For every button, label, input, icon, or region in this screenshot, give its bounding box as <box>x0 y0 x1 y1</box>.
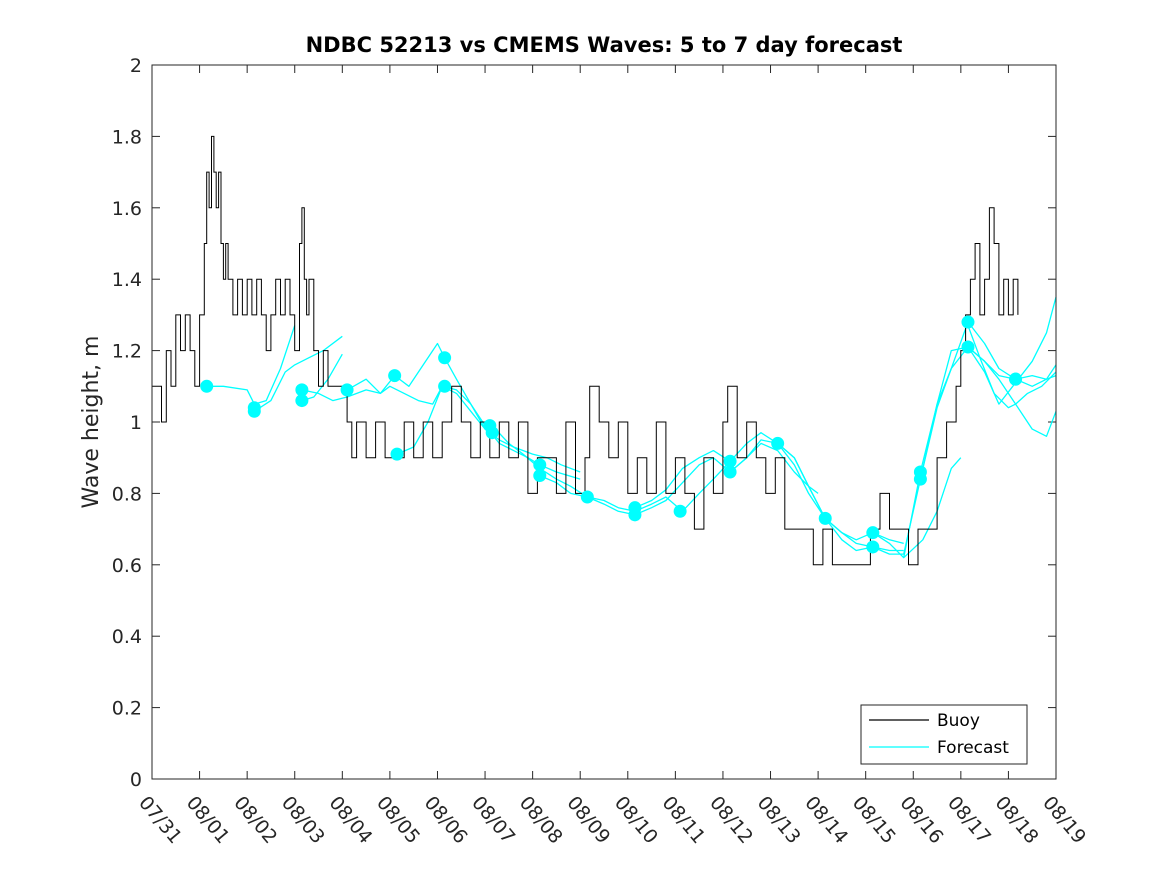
forecast-marker <box>438 379 452 393</box>
forecast-marker <box>200 379 214 393</box>
forecast-marker <box>673 504 687 518</box>
forecast-marker <box>818 511 832 525</box>
forecast-marker <box>533 469 547 483</box>
y-axis-label: Wave height, m <box>79 336 104 509</box>
y-tick-label: 1.6 <box>112 198 142 220</box>
y-tick-label: 1.2 <box>112 341 142 363</box>
y-tick-label: 0.6 <box>112 555 142 577</box>
y-tick-label: 1 <box>130 412 142 434</box>
forecast-marker <box>771 436 785 450</box>
y-tick-label: 1.8 <box>112 126 142 148</box>
forecast-marker <box>961 315 975 329</box>
forecast-marker <box>628 508 642 522</box>
forecast-line <box>301 385 486 430</box>
legend: Buoy Forecast <box>860 704 1028 765</box>
forecast-line <box>491 425 731 512</box>
y-tick-labels: 0 0.2 0.4 0.6 0.8 1 1.2 1.4 1.6 1.8 2 <box>112 55 142 791</box>
legend-forecast-label: Forecast <box>937 738 1009 758</box>
forecast-marker <box>961 340 975 354</box>
forecast-line <box>634 432 904 552</box>
y-tick-label: 0 <box>130 769 142 791</box>
forecast-marker <box>723 454 737 468</box>
forecast-marker <box>866 540 880 554</box>
forecast-line <box>967 325 1057 409</box>
forecast-marker <box>533 458 547 472</box>
forecast-marker <box>1009 372 1023 386</box>
forecast-marker <box>485 426 499 440</box>
forecast-marker <box>438 351 452 365</box>
forecast-marker <box>295 394 309 408</box>
y-tick-label: 0.8 <box>112 483 142 505</box>
forecast-marker <box>580 490 594 504</box>
forecast-marker <box>388 369 402 383</box>
y-tick-label: 2 <box>130 55 142 77</box>
forecast-marker <box>295 383 309 397</box>
buoy-line <box>152 135 1019 566</box>
chart-title: NDBC 52213 vs CMEMS Waves: 5 to 7 day fo… <box>306 33 903 57</box>
y-tick-label: 0.4 <box>112 626 142 648</box>
legend-box <box>860 704 1028 765</box>
series-layer <box>152 135 1057 566</box>
forecast-marker <box>723 465 737 479</box>
axis-ticks <box>151 64 1057 780</box>
forecast-marker <box>913 472 927 486</box>
forecast-marker <box>390 447 404 461</box>
y-tick-label: 1.4 <box>112 269 142 291</box>
forecast-marker <box>247 404 261 418</box>
y-tick-label: 0.2 <box>112 698 142 720</box>
axes-frame <box>151 64 1057 780</box>
forecast-line <box>346 342 581 473</box>
legend-buoy-label: Buoy <box>937 711 980 731</box>
forecast-marker <box>340 383 354 397</box>
forecast-marker <box>866 526 880 540</box>
